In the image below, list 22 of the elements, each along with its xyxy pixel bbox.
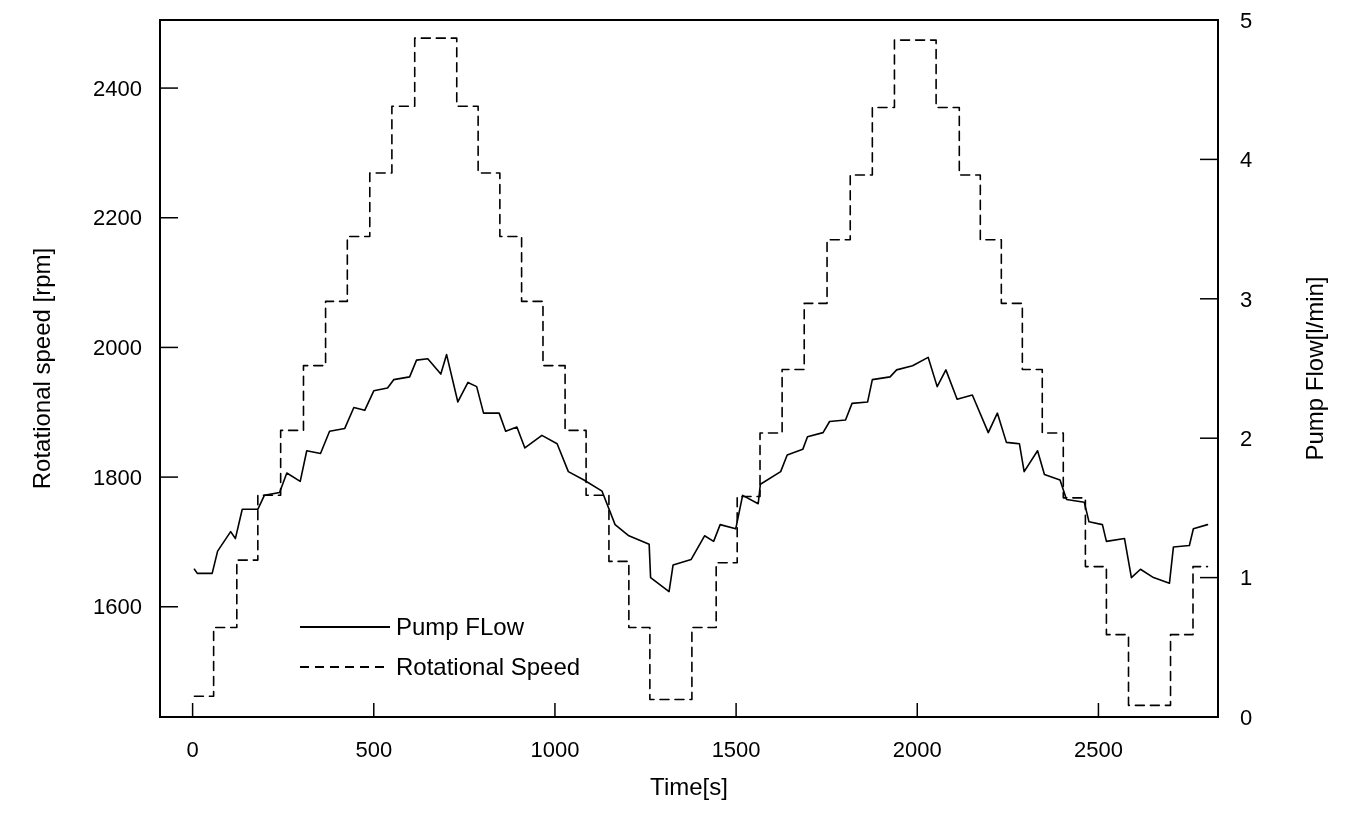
legend-label: Pump FLow	[396, 613, 525, 641]
x-tick-label: 2000	[892, 737, 942, 762]
y2-tick-label: 5	[1240, 7, 1253, 33]
x-tick-label: 2500	[1073, 737, 1123, 762]
x-tick-label: 1500	[711, 737, 761, 762]
y-tick-label: 2400	[93, 75, 142, 101]
x-tick-label: 0	[186, 737, 199, 762]
y-tick-label: 1600	[93, 594, 142, 620]
y-axis-title: Rotational speed [rpm]	[28, 247, 55, 490]
x-axis-title: Time[s]	[650, 773, 728, 800]
y-tick-label: 1800	[93, 464, 142, 490]
y2-axis-title: Pump Flow[l/min]	[1301, 276, 1328, 461]
y2-tick-label: 3	[1240, 286, 1253, 312]
x-tick-label: 1000	[530, 737, 580, 762]
y2-tick-label: 1	[1240, 565, 1253, 591]
legend-label: Rotational Speed	[396, 653, 581, 681]
y-tick-label: 2200	[93, 205, 142, 231]
y2-tick-label: 2	[1240, 425, 1253, 451]
y-tick-label: 2000	[93, 335, 142, 361]
y2-tick-label: 4	[1240, 147, 1253, 173]
y2-tick-label: 0	[1240, 704, 1253, 730]
x-tick-label: 500	[355, 737, 393, 762]
